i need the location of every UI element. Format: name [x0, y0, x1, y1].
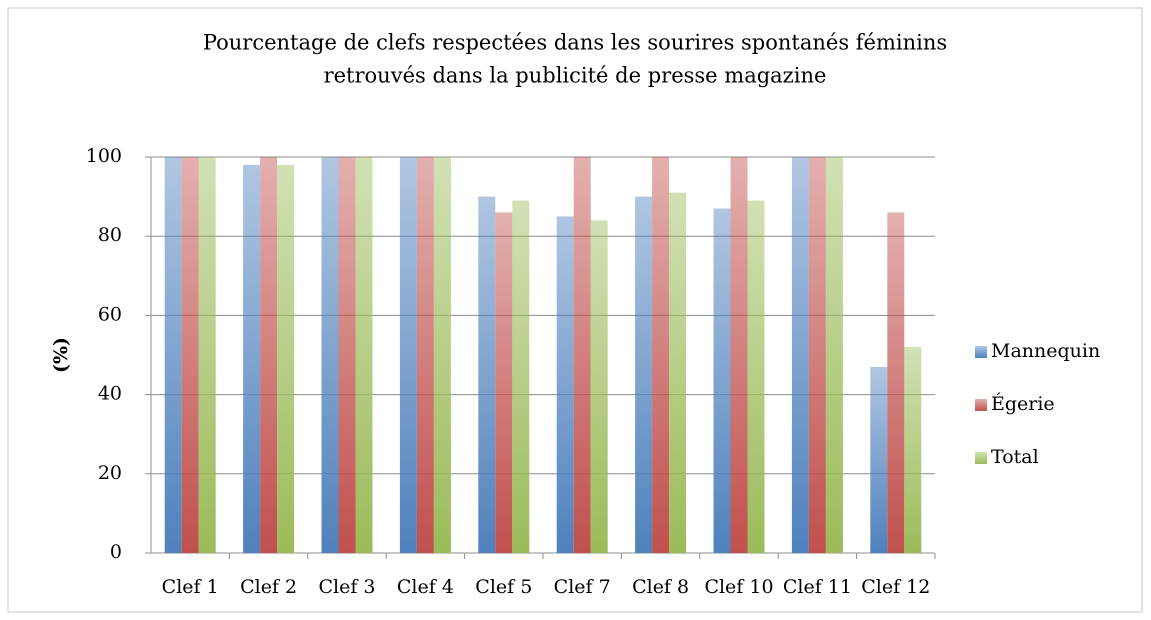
bar — [321, 157, 339, 553]
x-tick-label: Clef 2 — [240, 576, 297, 598]
bar — [198, 157, 216, 553]
bar — [870, 366, 888, 553]
bar — [652, 157, 670, 553]
bar — [433, 157, 451, 553]
bar — [791, 157, 809, 553]
x-tick-label: Clef 4 — [397, 576, 454, 598]
bar — [590, 220, 608, 554]
bar — [808, 157, 826, 553]
x-tick-label: Clef 7 — [554, 576, 611, 598]
x-tick-label: Clef 8 — [632, 576, 689, 598]
bar — [887, 212, 905, 553]
bar — [635, 196, 653, 553]
legend-label: Égerie — [991, 392, 1055, 415]
bar — [338, 157, 356, 553]
bar — [164, 157, 182, 553]
bar — [747, 200, 765, 553]
bar — [904, 347, 922, 553]
bar — [556, 216, 574, 553]
bar — [669, 192, 687, 553]
chart-title: retrouvés dans la publicité de presse ma… — [324, 64, 827, 88]
bar — [495, 212, 513, 553]
bar — [573, 157, 591, 553]
y-axis-label: (%) — [50, 337, 72, 373]
bar — [825, 157, 843, 553]
legend-swatch — [975, 452, 987, 464]
x-tick-label: Clef 1 — [162, 576, 219, 598]
legend-swatch — [975, 346, 987, 358]
x-tick-label: Clef 3 — [318, 576, 375, 598]
bar — [713, 208, 731, 554]
bar — [277, 164, 295, 554]
y-tick-label: 60 — [98, 303, 122, 325]
y-tick-label: 20 — [98, 462, 122, 484]
bar — [416, 157, 434, 553]
x-tick-label: Clef 5 — [475, 576, 532, 598]
x-tick-label: Clef 11 — [783, 576, 852, 598]
x-tick-label: Clef 12 — [861, 576, 930, 598]
y-tick-label: 0 — [110, 541, 122, 563]
bar — [478, 196, 496, 553]
bar — [512, 200, 530, 553]
legend-label: Total — [991, 446, 1039, 468]
bar — [181, 157, 199, 553]
bar — [730, 157, 748, 553]
legend-label: Mannequin — [991, 340, 1100, 362]
bar — [355, 157, 373, 553]
bar — [260, 157, 278, 553]
bar — [243, 164, 261, 554]
x-tick-label: Clef 10 — [704, 576, 773, 598]
y-tick-label: 100 — [86, 145, 122, 167]
y-tick-label: 40 — [98, 383, 122, 405]
bar — [399, 157, 417, 553]
legend-swatch — [975, 399, 987, 411]
y-tick-label: 80 — [98, 224, 122, 246]
chart-title: Pourcentage de clefs respectées dans les… — [203, 31, 947, 55]
